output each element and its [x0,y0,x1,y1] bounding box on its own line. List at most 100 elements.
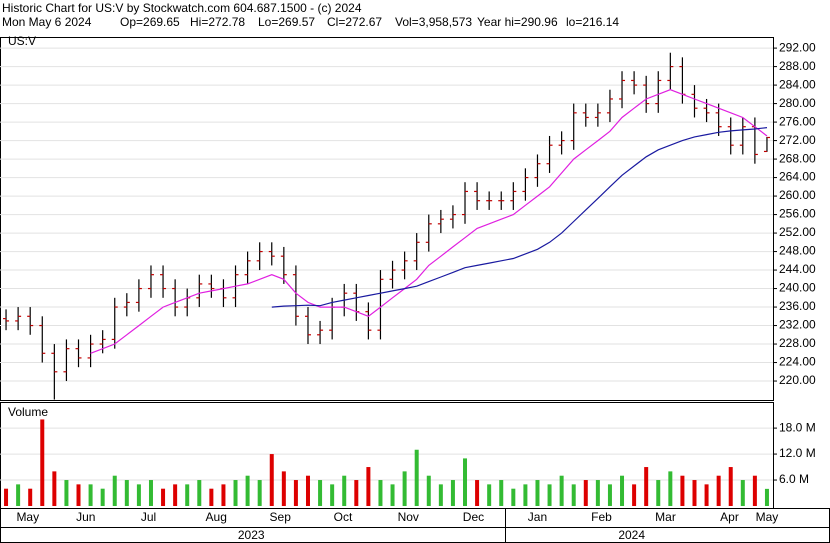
x-tick-label: May [756,510,779,524]
volume-bar [112,475,117,506]
volume-bar [257,480,262,506]
volume-bar [52,471,57,506]
volume-bar [402,471,407,506]
volume-bar [523,484,528,506]
volume-tick-label: 6.0 M [779,472,809,486]
y-tick-label: 284.00 [779,77,816,91]
x-tick-label: Sep [270,510,292,524]
header-date: Mon May 6 2024 [2,15,92,29]
quote-field: Cl=272.67 [327,15,382,29]
quote-field: Lo=269.57 [258,15,315,29]
volume-bar [426,475,431,506]
x-tick-label: Jan [528,510,547,524]
volume-bar [414,449,419,506]
volume-tick-label: 18.0 M [779,420,816,434]
y-tick-label: 276.00 [779,114,816,128]
moving-average [90,89,768,354]
x-tick-label: Aug [206,510,227,524]
y-tick-label: 292.00 [779,40,816,54]
volume-bar [499,480,504,506]
volume-bar [692,480,697,506]
volume-bar [571,484,576,506]
x-tick-label: May [16,510,39,524]
x-tick-label: Mar [655,510,676,524]
volume-bar [644,467,649,506]
quote-field: Year hi=290.96 [477,15,558,29]
volume-bar [124,480,129,506]
volume-bar [704,484,709,506]
x-tick-label: Jun [76,510,95,524]
volume-bar [100,488,105,506]
header-title: Historic Chart for US:V by Stockwatch.co… [2,1,362,15]
volume-bar [245,475,250,506]
quote-field: lo=216.14 [566,15,619,29]
volume-bar [583,480,588,506]
volume-bar [366,467,371,506]
quote-field: Vol=3,958,573 [395,15,472,29]
volume-bar [632,484,637,506]
volume-bar [680,475,685,506]
volume-bar [16,484,21,506]
volume-bar [28,488,33,506]
x-tick-label: Nov [398,510,419,524]
volume-bar [764,488,769,506]
volume-bar [475,480,480,506]
volume-bar [378,480,383,506]
volume-bar [281,471,286,506]
y-tick-label: 220.00 [779,373,816,387]
y-tick-label: 252.00 [779,225,816,239]
volume-bar [269,454,274,506]
x-tick-label: Jul [141,510,156,524]
volume-bar [716,475,721,506]
volume-bar [547,484,552,506]
y-tick-label: 272.00 [779,133,816,147]
volume-bar [64,480,69,506]
x-tick-label: Dec [463,510,484,524]
volume-bar [136,484,141,506]
volume-bar [752,475,757,506]
volume-bar [463,458,468,506]
volume-bar [342,475,347,506]
volume-bar [293,480,298,506]
volume-bar [209,488,214,506]
volume-bar [559,475,564,506]
y-tick-label: 236.00 [779,299,816,313]
volume-bar [4,488,9,506]
volume-bar [487,484,492,506]
volume-bar [148,480,153,506]
y-tick-label: 244.00 [779,262,816,276]
symbol-label: US:V [8,34,36,48]
y-tick-label: 248.00 [779,244,816,258]
y-tick-label: 228.00 [779,336,816,350]
y-tick-label: 264.00 [779,170,816,184]
volume-bar [76,484,81,506]
volume-label: Volume [8,405,48,419]
year-label: 2023 [238,528,265,542]
volume-bar [668,471,673,506]
volume-bar [354,480,359,506]
volume-bar [656,480,661,506]
volume-bar [197,480,202,506]
volume-bar [161,488,166,506]
y-tick-label: 260.00 [779,188,816,202]
price-frame [0,37,774,401]
volume-bar [40,419,45,506]
volume-bar [305,475,310,506]
volume-tick-label: 12.0 M [779,446,816,460]
volume-bar [390,484,395,506]
volume-bar [318,480,323,506]
quote-field: Op=269.65 [120,15,180,29]
quote-field: Hi=272.78 [190,15,245,29]
year-label: 2024 [618,528,645,542]
volume-bar [438,484,443,506]
y-tick-label: 288.00 [779,59,816,73]
volume-bar [233,480,238,506]
volume-bar [607,484,612,506]
volume-bar [511,488,516,506]
volume-bar [620,475,625,506]
volume-bar [535,480,540,506]
y-tick-label: 240.00 [779,281,816,295]
volume-bar [450,480,455,506]
y-tick-label: 280.00 [779,96,816,110]
volume-bar [173,484,178,506]
